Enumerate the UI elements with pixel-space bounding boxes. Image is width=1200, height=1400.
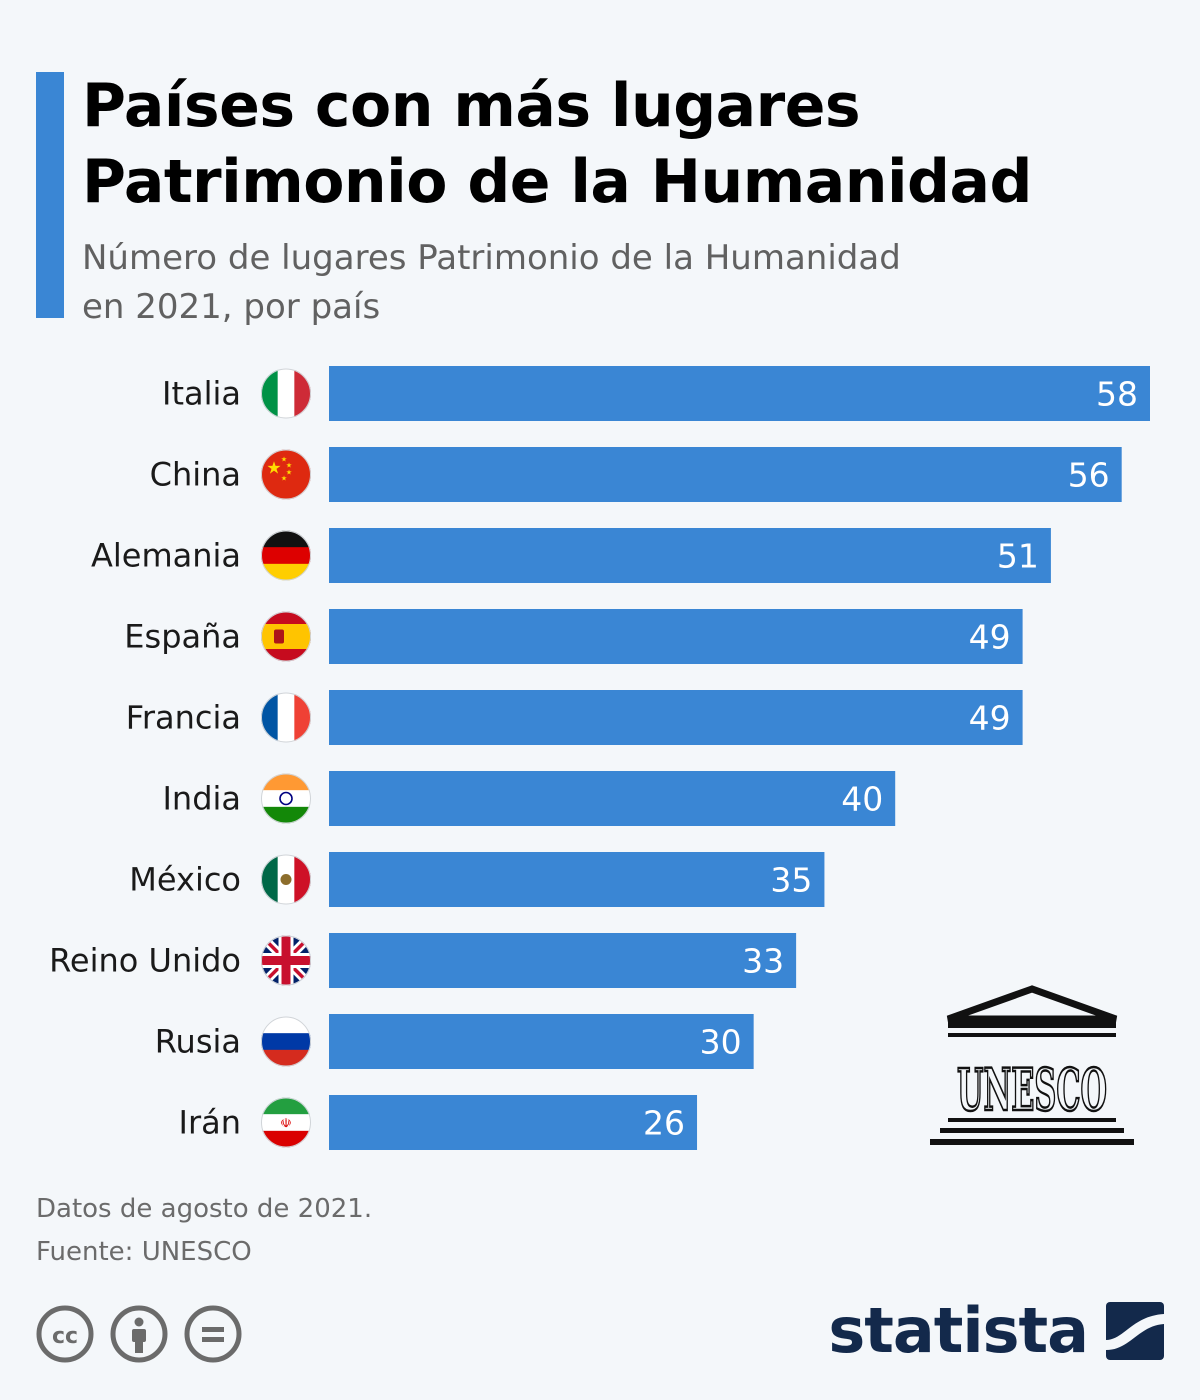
bar xyxy=(329,933,797,988)
unesco-temple-icon: UNESCO xyxy=(930,985,1134,1145)
category-label: China xyxy=(150,456,241,494)
value-label: 49 xyxy=(969,699,1011,738)
bar xyxy=(329,366,1150,421)
bar xyxy=(329,1095,698,1150)
bar xyxy=(329,1014,754,1069)
license-icons: cc xyxy=(36,1305,242,1363)
bar xyxy=(329,771,896,826)
svg-text:cc: cc xyxy=(52,1324,78,1349)
statista-brand[interactable]: statista xyxy=(828,1296,1164,1366)
value-label: 51 xyxy=(997,537,1039,576)
value-label: 30 xyxy=(700,1023,742,1062)
statista-logo-icon xyxy=(1106,1302,1164,1360)
svg-text:★: ★ xyxy=(286,462,292,470)
chart-subtitle: Número de lugares Patrimonio de la Human… xyxy=(82,234,1082,332)
svg-text:★: ★ xyxy=(286,469,292,477)
subtitle-line-2: en 2021, por país xyxy=(82,287,381,327)
chart-title: Países con más lugares Patrimonio de la … xyxy=(82,68,1172,220)
bar xyxy=(329,609,1023,664)
title-accent-bar xyxy=(36,72,64,318)
category-label: Rusia xyxy=(155,1023,241,1061)
cc-icon[interactable]: cc xyxy=(36,1305,94,1363)
category-label: Italia xyxy=(162,375,241,413)
bar xyxy=(329,690,1023,745)
attribution-icon[interactable] xyxy=(110,1305,168,1363)
svg-text:★: ★ xyxy=(281,475,287,483)
title-line-2: Patrimonio de la Humanidad xyxy=(82,147,1032,217)
bar xyxy=(329,852,825,907)
value-label: 33 xyxy=(742,942,784,981)
value-label: 26 xyxy=(643,1104,685,1143)
unesco-logo-text: UNESCO xyxy=(957,1056,1107,1124)
value-label: 58 xyxy=(1096,375,1138,414)
value-label: 40 xyxy=(841,780,883,819)
data-note: Datos de agosto de 2021. xyxy=(36,1194,373,1224)
svg-text:★: ★ xyxy=(266,459,281,479)
category-label: Irán xyxy=(179,1104,241,1142)
value-label: 49 xyxy=(969,618,1011,657)
value-label: 35 xyxy=(770,861,812,900)
category-label: España xyxy=(124,618,241,656)
category-label: México xyxy=(129,861,241,899)
value-label: 56 xyxy=(1068,456,1110,495)
footnote: Datos de agosto de 2021. Fuente: UNESCO xyxy=(36,1188,372,1274)
china-flag-icon: ★ ★★★★ xyxy=(261,449,311,500)
no-derivatives-icon[interactable] xyxy=(184,1305,242,1363)
bar xyxy=(329,447,1122,502)
svg-text:☫: ☫ xyxy=(280,1117,292,1132)
subtitle-line-1: Número de lugares Patrimonio de la Human… xyxy=(82,238,901,278)
bar xyxy=(329,528,1051,583)
svg-text:★: ★ xyxy=(281,456,287,464)
category-label: Reino Unido xyxy=(49,942,241,980)
category-label: Alemania xyxy=(91,537,241,575)
spain-flag-icon xyxy=(261,611,311,662)
uk-flag-icon xyxy=(261,935,311,986)
statista-wordmark: statista xyxy=(828,1294,1089,1367)
title-line-1: Países con más lugares xyxy=(82,71,861,141)
category-label: Francia xyxy=(126,699,241,737)
category-label: India xyxy=(162,780,241,818)
source-note: Fuente: UNESCO xyxy=(36,1237,252,1267)
